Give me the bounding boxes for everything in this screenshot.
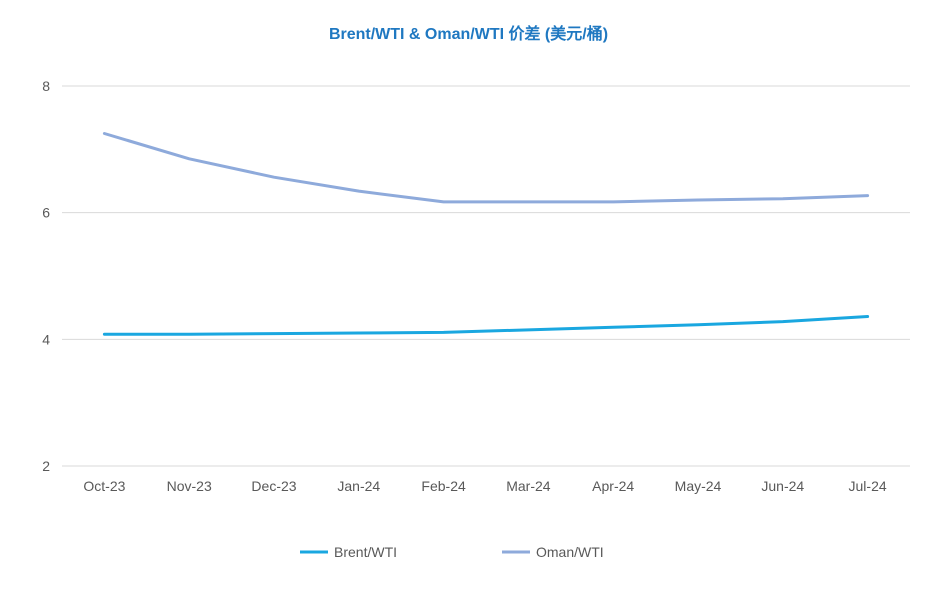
series-line-brent-wti [102,315,870,336]
chart-title: Brent/WTI & Oman/WTI 价差 (美元/桶) [328,26,609,43]
y-tick-label: 8 [42,78,50,94]
x-tick-label: Dec-23 [251,478,296,494]
y-tick-label: 6 [42,205,50,221]
x-tick-label: Feb-24 [421,478,466,494]
series-line-oman-wti [102,132,870,204]
x-tick-label: Nov-23 [167,478,212,494]
legend-label: Brent/WTI [334,544,397,560]
x-tick-label: Jul-24 [849,478,887,494]
x-tick-label: Jan-24 [337,478,380,494]
legend-label: Oman/WTI [536,544,604,560]
x-tick-label: Mar-24 [506,478,551,494]
y-tick-label: 2 [42,458,50,474]
y-tick-label: 4 [42,331,50,347]
x-tick-label: Apr-24 [592,478,634,494]
x-tick-label: May-24 [675,478,722,494]
x-tick-label: Jun-24 [761,478,804,494]
x-tick-label: Oct-23 [83,478,125,494]
